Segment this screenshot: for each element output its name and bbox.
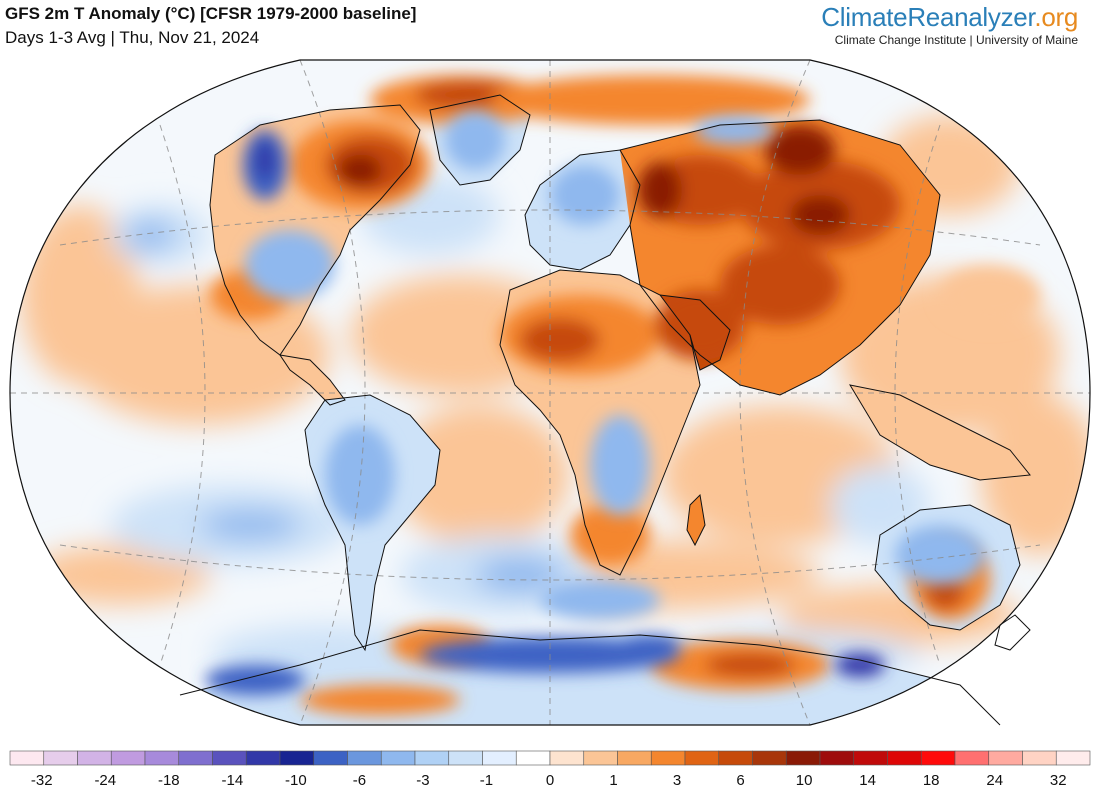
coastlines bbox=[179, 94, 1031, 726]
legend-swatch bbox=[920, 750, 956, 766]
brand-subtitle: Climate Change Institute | University of… bbox=[834, 33, 1078, 47]
legend-label: -24 bbox=[94, 772, 116, 789]
brand-part-reanalyzer: Reanalyzer bbox=[907, 2, 1035, 32]
legend-swatch bbox=[144, 750, 180, 766]
legend-swatch bbox=[245, 750, 281, 766]
color-legend: -32 -24 -18 -14 -10 -6 -3 -1 0 1 3 6 10 14 18 24 32 bbox=[9, 750, 1091, 789]
legend-swatch bbox=[482, 750, 517, 766]
legend-swatch bbox=[684, 750, 720, 766]
legend-label: 6 bbox=[736, 772, 744, 789]
legend-swatch bbox=[650, 750, 686, 766]
page-title: GFS 2m T Anomaly (°C) [CFSR 1979-2000 ba… bbox=[5, 4, 417, 23]
legend-swatch bbox=[110, 750, 146, 766]
page-subtitle: Days 1-3 Avg | Thu, Nov 21, 2024 bbox=[5, 28, 260, 47]
legend-label: 18 bbox=[923, 772, 940, 789]
legend-swatch bbox=[1022, 750, 1057, 766]
legend-swatch bbox=[77, 750, 112, 766]
legend-swatch bbox=[785, 750, 821, 766]
graticule bbox=[10, 59, 1090, 726]
legend-label: 24 bbox=[986, 772, 1003, 789]
legend-swatch bbox=[988, 750, 1023, 766]
legend-label: -14 bbox=[222, 772, 244, 789]
legend-swatch bbox=[212, 750, 247, 766]
legend-swatch bbox=[617, 750, 652, 766]
legend-swatch bbox=[9, 750, 45, 766]
world-anomaly-map bbox=[9, 59, 1091, 726]
legend-swatch bbox=[583, 750, 618, 766]
legend-label: 0 bbox=[546, 772, 554, 789]
legend-label: -3 bbox=[416, 772, 429, 789]
legend-swatch bbox=[853, 750, 888, 766]
legend-label: 14 bbox=[859, 772, 876, 789]
legend-label: 10 bbox=[796, 772, 813, 789]
legend-swatch bbox=[380, 750, 416, 766]
brand-logo[interactable]: ClimateReanalyzer.org bbox=[821, 2, 1078, 33]
legend-label: -32 bbox=[31, 772, 53, 789]
legend-swatch bbox=[515, 750, 551, 766]
legend-swatch bbox=[448, 750, 483, 766]
legend-swatch bbox=[954, 750, 990, 766]
legend-swatch bbox=[414, 750, 450, 766]
legend-label: -18 bbox=[158, 772, 180, 789]
globe-outline bbox=[9, 59, 1091, 726]
legend-label: 3 bbox=[673, 772, 681, 789]
legend-swatch bbox=[819, 750, 855, 766]
legend-label: 1 bbox=[609, 772, 617, 789]
legend-swatch bbox=[178, 750, 213, 766]
legend-label: -10 bbox=[285, 772, 307, 789]
cool-anomaly-spots bbox=[205, 110, 985, 695]
legend-swatches bbox=[9, 750, 1091, 766]
legend-swatch bbox=[887, 750, 922, 766]
legend-swatch bbox=[313, 750, 348, 766]
legend-swatch bbox=[752, 750, 787, 766]
legend-swatch bbox=[43, 750, 78, 766]
legend-label: 32 bbox=[1050, 772, 1067, 789]
legend-swatch bbox=[347, 750, 382, 766]
legend-swatch bbox=[279, 750, 315, 766]
legend-swatch bbox=[1055, 750, 1091, 766]
brand-part-org: .org bbox=[1034, 2, 1078, 32]
brand-part-climate: Climate bbox=[821, 2, 908, 32]
legend-label: -1 bbox=[480, 772, 493, 789]
legend-swatch bbox=[549, 750, 585, 766]
legend-label: -6 bbox=[353, 772, 366, 789]
legend-swatch bbox=[718, 750, 753, 766]
legend-labels: -32 -24 -18 -14 -10 -6 -3 -1 0 1 3 6 10 14 18 24 32 bbox=[31, 772, 1067, 789]
